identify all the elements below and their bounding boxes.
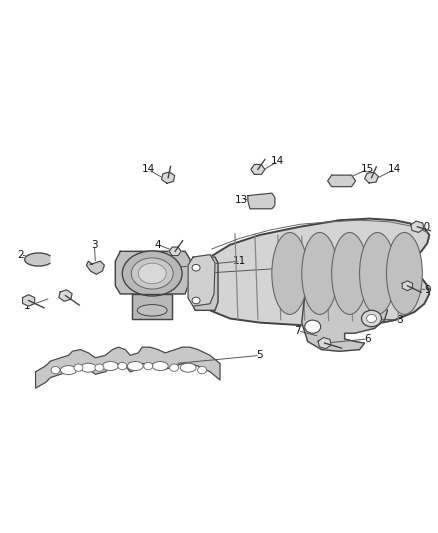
Ellipse shape [386, 232, 422, 314]
Polygon shape [210, 219, 429, 327]
Polygon shape [248, 193, 275, 209]
Polygon shape [192, 257, 218, 310]
Ellipse shape [95, 364, 104, 372]
Polygon shape [35, 347, 220, 388]
Ellipse shape [170, 364, 179, 372]
Ellipse shape [74, 364, 83, 372]
Polygon shape [365, 172, 378, 183]
Text: 6: 6 [364, 334, 371, 344]
Polygon shape [59, 290, 72, 301]
Polygon shape [302, 290, 388, 351]
Ellipse shape [332, 232, 367, 314]
Polygon shape [132, 294, 172, 319]
Text: 14: 14 [388, 164, 401, 174]
Polygon shape [188, 255, 215, 306]
Text: 7: 7 [294, 326, 301, 336]
Ellipse shape [81, 363, 96, 372]
Ellipse shape [127, 361, 143, 370]
Text: 5: 5 [257, 350, 263, 360]
Ellipse shape [102, 361, 118, 370]
Ellipse shape [144, 362, 153, 370]
Ellipse shape [138, 263, 166, 284]
Polygon shape [162, 172, 175, 183]
Polygon shape [402, 281, 413, 290]
Polygon shape [328, 175, 356, 187]
Polygon shape [115, 252, 190, 294]
Polygon shape [318, 337, 331, 349]
Ellipse shape [122, 251, 182, 296]
Text: 4: 4 [155, 240, 162, 250]
Polygon shape [251, 165, 265, 174]
Text: 13: 13 [235, 195, 248, 205]
Text: 10: 10 [418, 222, 431, 232]
Ellipse shape [198, 366, 207, 374]
Polygon shape [169, 247, 181, 256]
Ellipse shape [60, 366, 77, 375]
Polygon shape [411, 221, 424, 232]
Ellipse shape [302, 232, 338, 314]
Text: 15: 15 [361, 164, 374, 174]
Text: 3: 3 [91, 240, 98, 250]
Ellipse shape [367, 314, 377, 322]
Polygon shape [25, 253, 50, 266]
Ellipse shape [51, 366, 60, 374]
Ellipse shape [192, 264, 200, 271]
Text: 9: 9 [424, 285, 431, 295]
Ellipse shape [360, 232, 396, 314]
Polygon shape [23, 295, 35, 306]
Ellipse shape [180, 363, 196, 372]
Ellipse shape [137, 304, 167, 316]
Text: 1: 1 [24, 301, 31, 311]
Text: 14: 14 [141, 164, 155, 174]
Ellipse shape [305, 320, 321, 333]
Ellipse shape [361, 310, 381, 327]
Text: 2: 2 [18, 249, 24, 260]
Text: 8: 8 [396, 315, 403, 325]
Text: 11: 11 [233, 256, 247, 266]
Ellipse shape [152, 361, 168, 370]
Polygon shape [86, 261, 104, 274]
Text: 14: 14 [271, 156, 284, 166]
Ellipse shape [131, 258, 173, 289]
Ellipse shape [272, 232, 308, 314]
Ellipse shape [192, 297, 200, 304]
Text: 12: 12 [323, 260, 336, 270]
Ellipse shape [118, 362, 127, 370]
